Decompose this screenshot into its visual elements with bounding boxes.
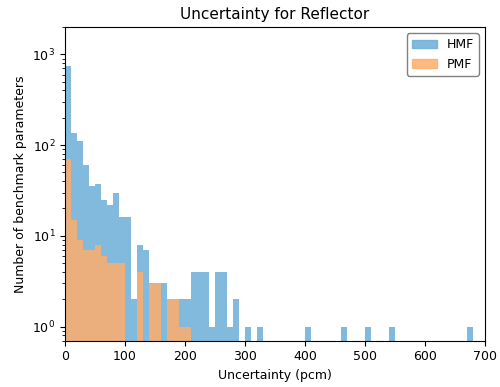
Bar [119,217,125,387]
Bar [245,327,251,387]
Bar [467,327,473,387]
Bar [215,272,221,387]
Bar [71,133,77,387]
Legend: HMF, PMF: HMF, PMF [406,33,479,75]
Bar [77,141,83,387]
Bar [89,187,95,387]
Bar [83,250,89,387]
Bar [89,250,95,387]
Bar [107,263,113,387]
Bar [65,66,71,387]
Bar [143,250,149,387]
Bar [113,192,119,387]
Bar [173,299,179,387]
Bar [179,327,185,387]
Bar [203,272,209,387]
Bar [101,256,107,387]
Bar [95,184,101,387]
Bar [173,299,179,387]
Title: Uncertainty for Reflector: Uncertainty for Reflector [180,7,370,22]
Bar [137,245,143,387]
Bar [185,299,191,387]
Bar [221,272,227,387]
Bar [161,283,167,387]
Bar [155,283,161,387]
Bar [131,299,137,387]
Bar [149,283,155,387]
Bar [167,299,173,387]
Bar [167,299,173,387]
Bar [155,283,161,387]
Bar [107,205,113,387]
Bar [125,217,131,387]
Bar [95,245,101,387]
Bar [119,263,125,387]
Bar [227,327,233,387]
Bar [101,200,107,387]
X-axis label: Uncertainty (pcm): Uncertainty (pcm) [218,369,332,382]
Bar [257,327,263,387]
Bar [185,327,191,387]
Bar [341,327,347,387]
Bar [71,220,77,387]
Bar [113,263,119,387]
Bar [209,327,215,387]
Bar [197,272,203,387]
Bar [149,283,155,387]
Bar [65,159,71,387]
Bar [305,327,311,387]
Bar [83,165,89,387]
Y-axis label: Number of benchmark parameters: Number of benchmark parameters [14,75,26,293]
Bar [365,327,371,387]
Bar [233,299,239,387]
Bar [191,272,197,387]
Bar [137,272,143,387]
Bar [77,240,83,387]
Bar [389,327,395,387]
Bar [179,299,185,387]
